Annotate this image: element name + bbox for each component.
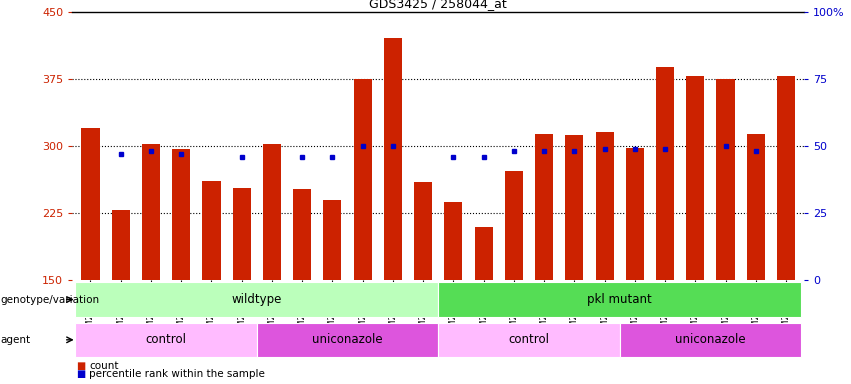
Bar <box>438 282 801 317</box>
Text: uniconazole: uniconazole <box>675 333 745 346</box>
Bar <box>444 202 462 280</box>
Bar <box>293 189 311 280</box>
Bar <box>353 79 372 280</box>
Bar <box>172 149 191 280</box>
Bar <box>596 132 614 280</box>
Bar <box>535 134 553 280</box>
Text: control: control <box>146 333 186 346</box>
Bar <box>565 135 584 280</box>
Bar <box>203 181 220 280</box>
Text: count: count <box>89 361 119 371</box>
Bar <box>746 134 765 280</box>
Bar <box>142 144 160 280</box>
Bar <box>475 227 493 280</box>
Text: percentile rank within the sample: percentile rank within the sample <box>89 369 266 379</box>
Bar <box>717 79 734 280</box>
Bar <box>384 38 402 280</box>
Bar <box>232 188 251 280</box>
Bar <box>438 323 620 357</box>
Text: ■: ■ <box>77 369 86 379</box>
Bar <box>777 76 795 280</box>
Bar <box>111 210 130 280</box>
Text: ■: ■ <box>77 361 86 371</box>
Bar <box>323 200 341 280</box>
Bar <box>620 323 801 357</box>
Title: GDS3425 / 258044_at: GDS3425 / 258044_at <box>369 0 507 10</box>
Bar <box>414 182 432 280</box>
Text: agent: agent <box>1 335 31 345</box>
Bar <box>76 282 438 317</box>
Text: genotype/variation: genotype/variation <box>1 295 100 305</box>
Bar <box>76 323 257 357</box>
Text: uniconazole: uniconazole <box>312 333 383 346</box>
Bar <box>82 128 100 280</box>
Text: wildtype: wildtype <box>231 293 282 306</box>
Bar <box>263 144 281 280</box>
Bar <box>686 76 705 280</box>
Text: pkl mutant: pkl mutant <box>587 293 652 306</box>
Bar <box>505 171 523 280</box>
Bar <box>656 67 674 280</box>
Bar <box>625 148 644 280</box>
Text: control: control <box>509 333 550 346</box>
Bar <box>257 323 438 357</box>
